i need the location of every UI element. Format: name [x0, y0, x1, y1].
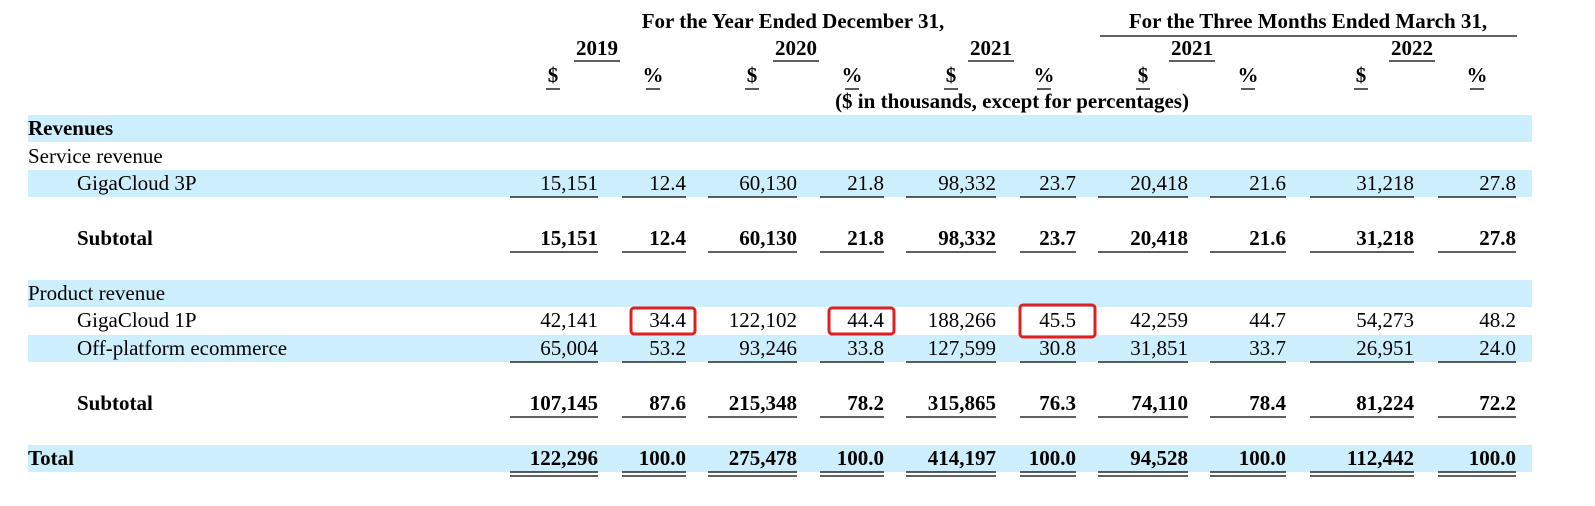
row-label: Revenues: [28, 116, 113, 140]
cell-value: 98,332: [938, 226, 996, 250]
row-label: GigaCloud 1P: [77, 308, 197, 332]
row-shading: [28, 115, 1532, 472]
row-shade: [28, 170, 1532, 197]
cell-value: 20,418: [1130, 226, 1188, 250]
row-shade: [28, 445, 1532, 472]
unit-label: $: [548, 63, 559, 87]
cell-value: 100.0: [1029, 446, 1076, 470]
cell-value: 31,218: [1356, 226, 1414, 250]
cell-value: 275,478: [729, 446, 797, 470]
unit-label: %: [1034, 63, 1055, 87]
cell-value: 15,151: [540, 171, 598, 195]
year-label: 2022: [1391, 36, 1433, 60]
cell-value: 315,865: [928, 391, 996, 415]
year-label: 2019: [576, 36, 618, 60]
cell-value: 33.7: [1249, 336, 1286, 360]
cell-value: 87.6: [649, 391, 686, 415]
cell-value: 31,218: [1356, 171, 1414, 195]
cell-value: 12.4: [649, 171, 686, 195]
cell-value: 107,145: [530, 391, 598, 415]
row-label: Service revenue: [28, 144, 163, 168]
unit-label: $: [747, 63, 758, 87]
cell-value: 26,951: [1356, 336, 1414, 360]
cell-value: 78.4: [1249, 391, 1286, 415]
cell-value: 81,224: [1356, 391, 1414, 415]
row-label: Subtotal: [77, 391, 153, 415]
row-label: GigaCloud 3P: [77, 171, 197, 195]
cell-value: 100.0: [639, 446, 686, 470]
highlight-box: [1018, 303, 1097, 339]
cell-value: 24.0: [1479, 336, 1516, 360]
cell-value: 60,130: [739, 226, 797, 250]
unit-label: $: [1138, 63, 1149, 87]
row-shade: [28, 115, 1532, 142]
cell-value: 65,004: [540, 336, 598, 360]
cell-value: 21.8: [847, 171, 884, 195]
cell-value: 45.5: [1039, 308, 1076, 332]
cell-value: 414,197: [928, 446, 996, 470]
cell-value: 93,246: [739, 336, 797, 360]
cell-value: 127,599: [928, 336, 996, 360]
cell-value: 21.8: [847, 226, 884, 250]
cell-value: 100.0: [837, 446, 884, 470]
cell-value: 100.0: [1469, 446, 1516, 470]
cell-value: 48.2: [1479, 308, 1516, 332]
row-label: Subtotal: [77, 226, 153, 250]
cell-value: 44.4: [847, 308, 884, 332]
unit-label: $: [946, 63, 957, 87]
cell-value: 60,130: [739, 171, 797, 195]
highlight-box: [629, 306, 697, 336]
cell-value: 31,851: [1130, 336, 1188, 360]
row-label: Product revenue: [28, 281, 165, 305]
cell-value: 74,110: [1131, 391, 1188, 415]
period-group: For the Three Months Ended March 31,: [1129, 9, 1487, 33]
cell-value: 53.2: [649, 336, 686, 360]
cell-value: 72.2: [1479, 391, 1516, 415]
cell-value: 23.7: [1039, 171, 1076, 195]
year-label: 2021: [1171, 36, 1213, 60]
year-label: 2020: [775, 36, 817, 60]
cell-value: 94,528: [1130, 446, 1188, 470]
period-group: For the Year Ended December 31,: [642, 9, 945, 33]
unit-label: %: [1238, 63, 1259, 87]
cell-value: 20,418: [1130, 171, 1188, 195]
cell-value: 21.6: [1249, 171, 1286, 195]
cell-value: 30.8: [1039, 336, 1076, 360]
row-label: Total: [28, 446, 74, 470]
cell-value: 76.3: [1039, 391, 1076, 415]
cell-value: 42,141: [540, 308, 598, 332]
cell-value: 188,266: [928, 308, 996, 332]
row-shade: [28, 335, 1532, 362]
cell-value: 15,151: [540, 226, 598, 250]
year-label: 2021: [970, 36, 1012, 60]
cell-value: 21.6: [1249, 226, 1286, 250]
cell-value: 122,102: [729, 308, 797, 332]
unit-note: ($ in thousands, except for percentages): [835, 89, 1189, 113]
cell-value: 23.7: [1039, 226, 1076, 250]
cell-value: 12.4: [649, 226, 686, 250]
row-label: Off-platform ecommerce: [77, 336, 287, 360]
cell-value: 100.0: [1239, 446, 1286, 470]
unit-label: $: [1356, 63, 1367, 87]
unit-label: %: [1467, 63, 1488, 87]
cell-value: 112,442: [1347, 446, 1414, 470]
cell-value: 54,273: [1356, 308, 1414, 332]
cell-value: 42,259: [1130, 308, 1188, 332]
cell-value: 98,332: [938, 171, 996, 195]
cell-value: 78.2: [847, 391, 884, 415]
cell-value: 27.8: [1479, 226, 1516, 250]
row-shade: [28, 280, 1532, 307]
cell-value: 122,296: [530, 446, 598, 470]
cell-value: 34.4: [649, 308, 686, 332]
unit-label: %: [643, 63, 664, 87]
cell-value: 27.8: [1479, 171, 1516, 195]
cell-value: 215,348: [729, 391, 797, 415]
cell-value: 44.7: [1249, 308, 1286, 332]
cell-value: 33.8: [847, 336, 884, 360]
unit-label: %: [842, 63, 863, 87]
table-body: 2019 2020 2021 2021 2022 $% $% $% $% $ % Revenues Se…: [28, 36, 1516, 477]
highlight-box: [827, 306, 896, 336]
